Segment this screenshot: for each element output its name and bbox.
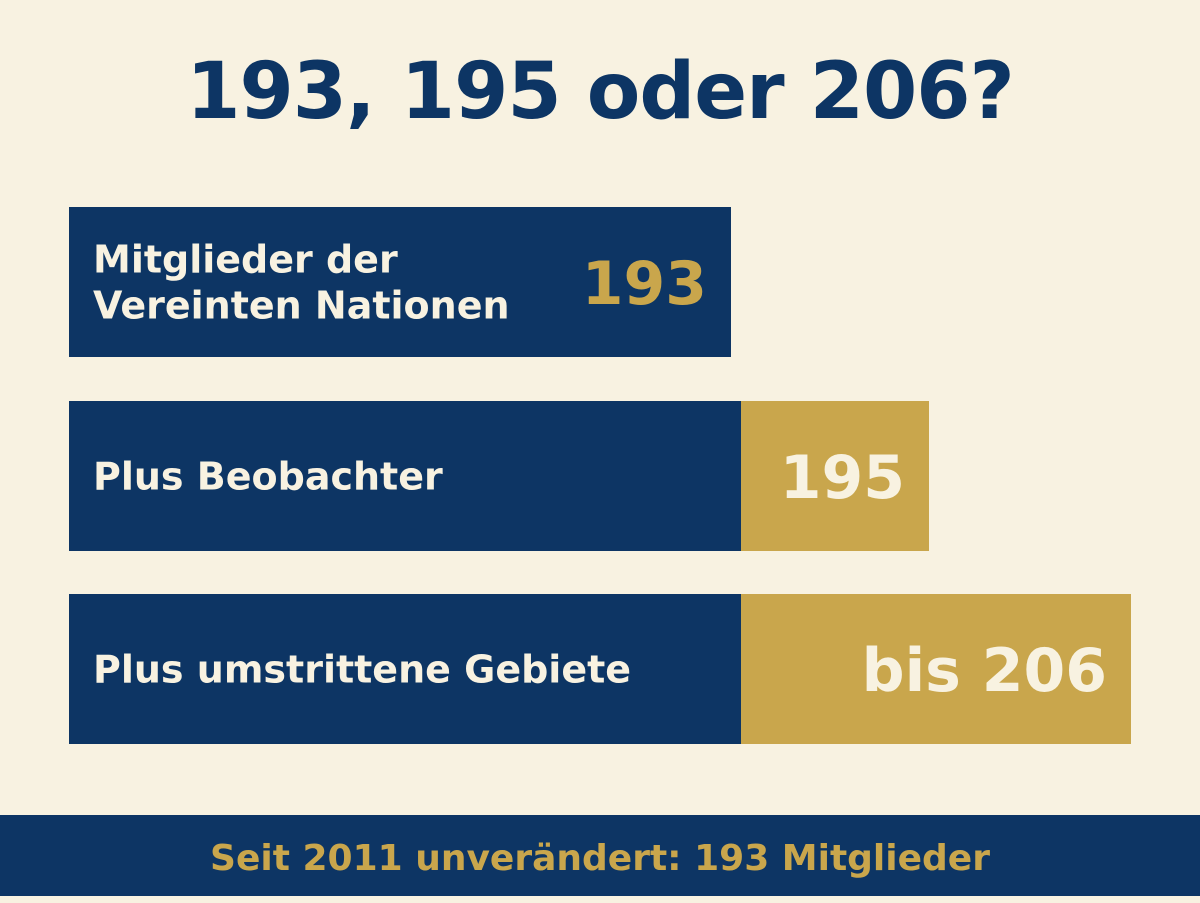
bar-extra-2 xyxy=(741,594,1131,744)
value-label-0: 193 xyxy=(582,249,707,319)
footer-banner: Seit 2011 unverändert: 193 Mitglieder xyxy=(0,815,1200,896)
chart-title: 193, 195 oder 206? xyxy=(186,47,1015,137)
category-label-0-0: Mitglieder der xyxy=(93,238,398,282)
value-label-1: 195 xyxy=(780,443,905,513)
category-label-1-0: Plus Beobachter xyxy=(93,455,443,499)
bar-members-0 xyxy=(69,207,731,357)
bar-members-2 xyxy=(69,594,741,744)
bar-members-1 xyxy=(69,401,741,551)
category-label-2-0: Plus umstrittene Gebiete xyxy=(93,648,631,692)
category-label-0-1: Vereinten Nationen xyxy=(93,284,510,328)
value-label-2: bis 206 xyxy=(862,636,1107,706)
bar-extra-1 xyxy=(741,401,929,551)
footer-text: Seit 2011 unverändert: 193 Mitglieder xyxy=(210,838,990,879)
